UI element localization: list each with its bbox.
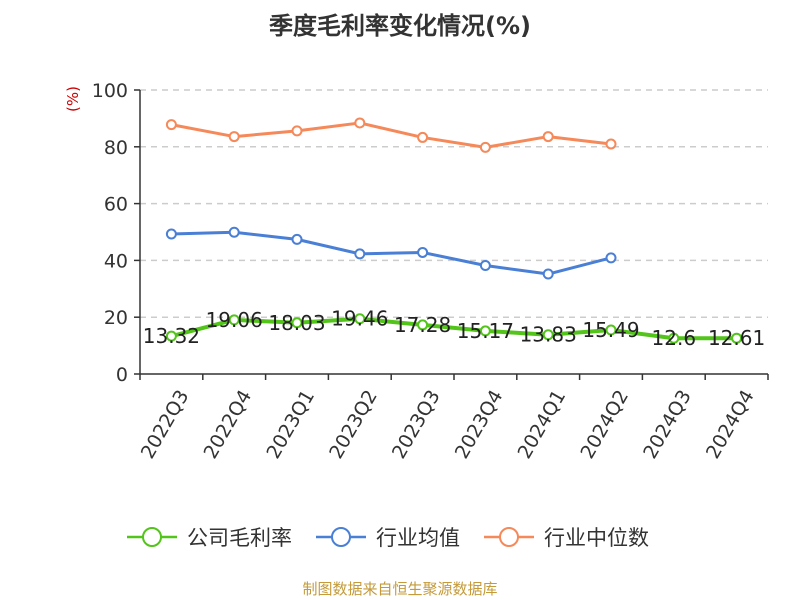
data-point: [542, 329, 554, 341]
data-point: [479, 325, 491, 337]
x-tick-label: 2022Q4: [200, 386, 257, 462]
data-point: [542, 131, 554, 143]
data-point: [542, 268, 554, 280]
data-label: 19.06: [206, 308, 263, 332]
x-tick-label: 2024Q4: [702, 386, 759, 462]
x-tick-label: 2024Q3: [639, 386, 696, 462]
legend-item[interactable]: 行业中位数: [484, 526, 649, 550]
legend-item[interactable]: 行业均值: [316, 526, 460, 550]
data-point: [165, 330, 177, 342]
data-point: [354, 248, 366, 260]
data-point: [417, 131, 429, 143]
x-tick-label: 2023Q3: [388, 386, 445, 462]
data-label: 13.32: [143, 324, 200, 348]
chart-title: 季度毛利率变化情况(%): [269, 12, 531, 40]
data-point: [417, 319, 429, 331]
data-point: [417, 246, 429, 258]
data-point: [479, 141, 491, 153]
legend-swatch-marker: [142, 527, 162, 547]
data-point: [228, 131, 240, 143]
data-point: [605, 324, 617, 336]
y-tick-label: 60: [104, 194, 128, 216]
x-tick-label: 2022Q3: [137, 386, 194, 462]
legend-label: 行业中位数: [544, 526, 649, 550]
x-tick-label: 2023Q2: [325, 386, 382, 462]
series-line: [171, 230, 612, 276]
data-label: 12.61: [708, 326, 765, 350]
grid-lines: [140, 89, 768, 318]
data-label: 15.49: [582, 318, 639, 342]
x-tick-label: 2023Q4: [451, 386, 508, 462]
data-point: [228, 314, 240, 326]
legend-label: 公司毛利率: [187, 526, 292, 550]
x-tick-label: 2024Q2: [576, 386, 633, 462]
legend-label: 行业均值: [376, 526, 460, 550]
y-tick-label: 20: [104, 307, 128, 329]
legend-swatch-marker: [331, 527, 351, 547]
data-point: [354, 313, 366, 325]
data-point: [354, 117, 366, 129]
data-point: [291, 317, 303, 329]
y-tick-label: 40: [104, 250, 128, 272]
data-label: 17.28: [394, 313, 451, 337]
data-point: [165, 119, 177, 131]
data-point: [291, 233, 303, 245]
data-point: [291, 125, 303, 137]
legend-item[interactable]: 公司毛利率: [127, 526, 292, 550]
series-line: [170, 316, 737, 341]
series-lines: [165, 117, 743, 344]
y-tick-label: 100: [92, 80, 128, 102]
data-label: 13.83: [520, 323, 577, 347]
data-point: [165, 228, 177, 240]
data-label: 12.6: [652, 326, 697, 350]
data-point: [731, 332, 743, 344]
data-point: [605, 252, 617, 264]
x-tick-label: 2023Q1: [262, 386, 319, 462]
data-point: [668, 332, 680, 344]
series-line: [171, 121, 612, 149]
data-label: 18.03: [268, 311, 325, 335]
x-tick-label: 2024Q1: [514, 386, 571, 462]
data-point: [605, 138, 617, 150]
y-tick-label: 0: [116, 364, 128, 386]
legend[interactable]: 公司毛利率 行业均值 行业中位数: [127, 526, 649, 550]
data-label: 15.17: [457, 319, 514, 343]
data-point: [479, 260, 491, 272]
y-tick-label: 80: [104, 137, 128, 159]
legend-swatch-marker: [499, 527, 519, 547]
data-source-note: 制图数据来自恒生聚源数据库: [302, 580, 498, 598]
data-label: 19.46: [331, 307, 388, 331]
data-point: [228, 226, 240, 238]
